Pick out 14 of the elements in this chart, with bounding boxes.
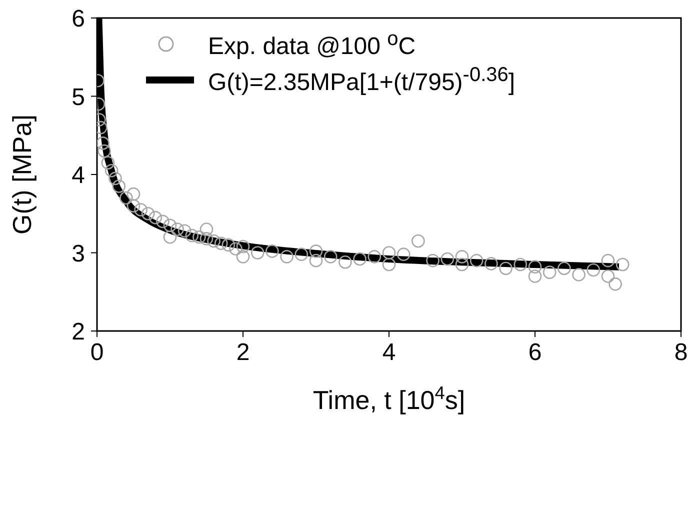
y-tick-label: 2 bbox=[72, 318, 85, 346]
y-tick-label: 5 bbox=[72, 84, 85, 111]
x-tick-label: 4 bbox=[382, 339, 396, 366]
y-tick-label: 4 bbox=[72, 162, 85, 190]
x-tick-label: 0 bbox=[90, 339, 104, 366]
y-axis-title: G(t) [MPa] bbox=[7, 114, 38, 234]
legend-label: G(t)=2.35MPa[1+(t/795)$^{-0.36}$] bbox=[208, 64, 516, 96]
y-tick-label: 3 bbox=[72, 240, 85, 268]
x-tick-label: 6 bbox=[528, 339, 542, 366]
x-tick-label: 2 bbox=[236, 339, 250, 366]
y-tick-label: 6 bbox=[72, 6, 85, 33]
legend-label: Exp. data @100 $^{o}$C bbox=[208, 28, 416, 60]
x-axis-title: Time, t [10$^{4}$s] bbox=[312, 383, 466, 415]
x-tick-label: 8 bbox=[674, 339, 688, 366]
